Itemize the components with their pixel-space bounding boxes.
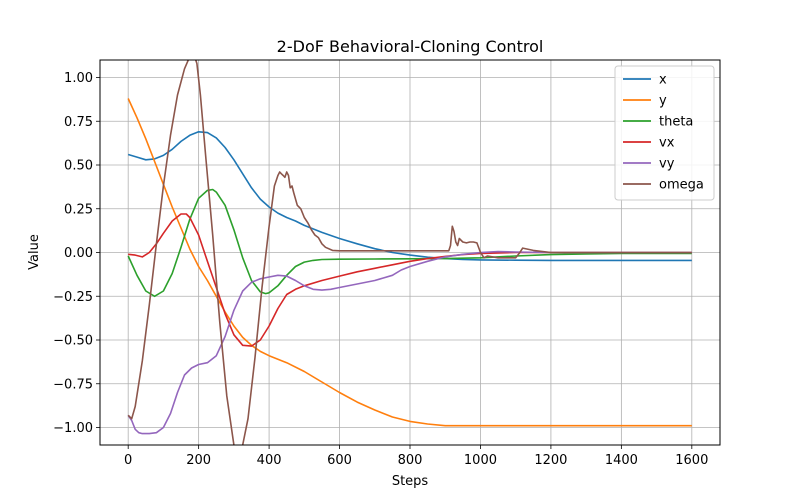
- series-layer: [127, 60, 692, 445]
- legend-label-theta: theta: [659, 115, 693, 130]
- series-line-omega: [127, 60, 692, 445]
- legend-label-omega: omega: [659, 178, 704, 193]
- x-axis-ticks: 0 200 400 600 800 1000 1200 1400 1600: [124, 445, 708, 468]
- x-axis-label: Steps: [392, 474, 429, 489]
- x-tick-label: 1000: [464, 453, 497, 468]
- series-line-vy: [127, 250, 692, 435]
- legend-label-x: x: [659, 73, 667, 88]
- x-tick-label: 800: [398, 453, 423, 468]
- x-tick-label: 1200: [534, 453, 567, 468]
- y-tick-label: −0.25: [53, 290, 93, 305]
- x-tick-label: 0: [124, 453, 132, 468]
- x-tick-label: 400: [257, 453, 282, 468]
- y-tick-label: −0.75: [53, 377, 93, 392]
- x-tick-label: 200: [186, 453, 211, 468]
- legend: xy theta vx vy omega: [614, 65, 715, 201]
- series-line-y: [127, 98, 692, 427]
- legend-label-vx: vx: [659, 136, 675, 151]
- x-tick-label: 1600: [675, 453, 708, 468]
- y-tick-label: 0.50: [64, 159, 93, 174]
- x-tick-label: 600: [327, 453, 352, 468]
- y-tick-label: 0.25: [64, 202, 93, 217]
- x-tick-label: 1400: [605, 453, 638, 468]
- y-tick-label: −1.00: [53, 421, 93, 436]
- y-tick-label: 0.75: [64, 115, 93, 130]
- chart-title: 2-DoF Behavioral-Cloning Control: [277, 37, 544, 56]
- y-axis-label: Value: [27, 234, 42, 270]
- y-axis-ticks: −1.00 −0.75 −0.50 −0.25 0.00 0.25 0.50 0.75 1.00: [53, 71, 100, 436]
- series-line-theta: [127, 188, 692, 298]
- y-tick-label: 1.00: [64, 71, 93, 86]
- legend-label-vy: vy: [659, 157, 675, 172]
- series-line-x: [127, 131, 692, 262]
- y-tick-label: 0.00: [64, 246, 93, 261]
- legend-label-y: y: [659, 94, 667, 109]
- y-tick-label: −0.50: [53, 334, 93, 349]
